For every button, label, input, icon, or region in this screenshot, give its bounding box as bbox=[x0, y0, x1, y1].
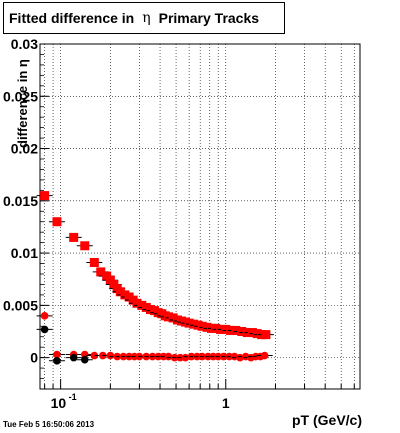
data-point-square bbox=[163, 312, 173, 322]
data-point-circle bbox=[53, 350, 61, 359]
data-point-circle bbox=[236, 353, 244, 362]
y-tick-label: 0.025 bbox=[3, 88, 38, 104]
data-point-square bbox=[197, 321, 207, 331]
x-axis: 10 -1 1 bbox=[44, 379, 355, 411]
data-point-square bbox=[40, 191, 50, 201]
data-point-circle bbox=[164, 352, 173, 361]
y-tick-label: 0.03 bbox=[11, 36, 38, 52]
grid-lines bbox=[40, 43, 360, 389]
title-suffix: Primary Tracks bbox=[158, 10, 260, 26]
title-eta-symbol: η bbox=[142, 10, 151, 26]
y-tick-label: 0 bbox=[30, 350, 38, 366]
y-tick-label: 0.015 bbox=[3, 193, 38, 209]
data-point-square bbox=[132, 298, 142, 308]
x-axis-label: pT (GeV/c) bbox=[291, 412, 362, 428]
timestamp-footer: Tue Feb 5 16:50:06 2013 bbox=[3, 420, 95, 429]
data-point-circle bbox=[40, 312, 49, 320]
data-point-square bbox=[237, 327, 247, 336]
y-tick-label: 0.02 bbox=[11, 141, 38, 157]
data-point-square bbox=[231, 325, 241, 335]
data-point-square bbox=[221, 324, 231, 334]
data-point-square bbox=[247, 328, 257, 338]
data-point-square bbox=[211, 323, 221, 333]
data-point-square bbox=[202, 322, 212, 332]
y-axis-label-text: difference in η bbox=[15, 59, 30, 148]
data-point-circle bbox=[53, 356, 61, 365]
data-point-circle bbox=[181, 353, 190, 362]
data-point-circle bbox=[40, 325, 49, 334]
data-point-square bbox=[184, 318, 194, 328]
y-axis-label: difference in η bbox=[15, 59, 35, 150]
data-point-square bbox=[89, 258, 99, 267]
y-tick-label: 0.005 bbox=[3, 297, 38, 313]
data-point-circle bbox=[80, 355, 89, 364]
y-tick-label: 0.01 bbox=[11, 245, 38, 261]
data-point-circle bbox=[80, 350, 89, 359]
data-point-square bbox=[52, 217, 62, 227]
x-tick-label: 1 bbox=[222, 395, 230, 411]
data-point-circle bbox=[260, 351, 269, 360]
x-tick-label-exponent: -1 bbox=[69, 392, 77, 402]
x-tick-label: 10 bbox=[51, 395, 67, 411]
data-point-circle bbox=[90, 351, 99, 360]
y-axis: 0 0.005 0.01 0.015 0.02 0.025 0.03 bbox=[3, 36, 49, 379]
data-point-circle bbox=[106, 351, 115, 360]
data-point-square bbox=[80, 241, 90, 251]
data-marks bbox=[36, 191, 274, 365]
title-prefix: Fitted difference in bbox=[9, 10, 135, 26]
data-point-square bbox=[96, 267, 106, 277]
data-point-square bbox=[115, 287, 125, 297]
chart-title: Fitted difference in η Primary Tracks bbox=[3, 2, 285, 34]
data-point-square bbox=[261, 330, 271, 340]
data-point-square bbox=[69, 232, 79, 242]
data-point-circle bbox=[69, 353, 78, 362]
